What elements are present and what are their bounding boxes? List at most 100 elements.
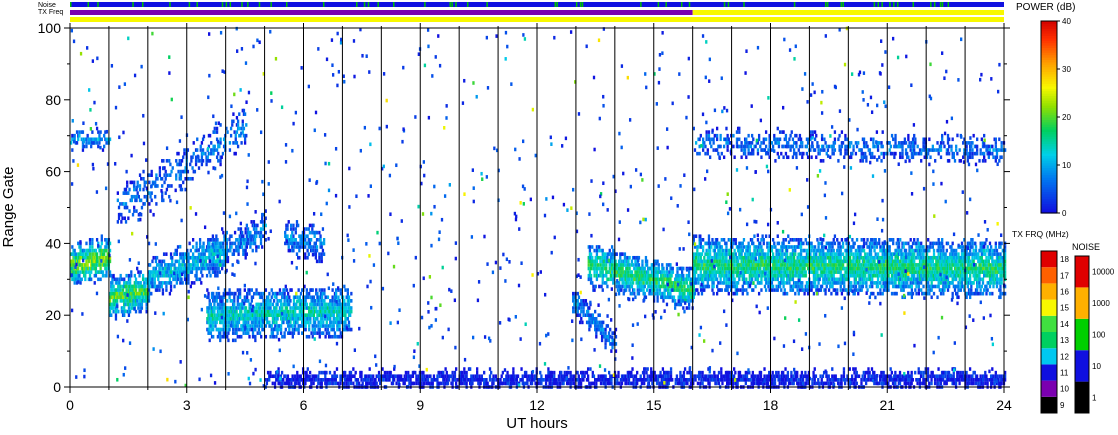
data-cell: [172, 277, 175, 282]
data-cell: [648, 284, 651, 289]
noise-strip-mark: [933, 2, 936, 7]
data-cell: [278, 288, 282, 292]
data-cell: [670, 284, 673, 289]
data-cell: [343, 306, 346, 310]
data-cell: [810, 259, 813, 264]
data-cell: [909, 252, 912, 256]
data-cell: [262, 234, 265, 239]
data-cell: [661, 281, 664, 285]
data-cell: [312, 309, 316, 314]
data-cell: [937, 248, 940, 253]
data-cell: [208, 302, 211, 307]
data-cell: [127, 302, 131, 307]
data-cell: [304, 299, 307, 303]
data-cell: [756, 263, 760, 267]
data-cell: [215, 299, 218, 303]
data-cell: [647, 277, 650, 282]
data-cell: [316, 309, 319, 314]
data-cell: [139, 295, 142, 300]
data-cell: [221, 248, 224, 253]
data-cell: [841, 281, 845, 285]
data-cell: [707, 245, 711, 249]
data-cell: [841, 263, 845, 267]
data-cell: [147, 288, 151, 292]
data-cell: [680, 291, 684, 296]
data-cell: [79, 248, 82, 253]
data-cell: [187, 273, 190, 278]
data-cell: [677, 288, 680, 292]
data-cell: [322, 331, 325, 335]
data-cell: [960, 284, 964, 289]
data-cell: [636, 266, 639, 271]
data-cell: [851, 259, 854, 264]
data-cell: [591, 320, 594, 325]
data-cell: [662, 273, 665, 278]
data-cell: [261, 327, 264, 332]
data-cell: [794, 291, 797, 296]
data-cell: [620, 273, 623, 278]
data-cell: [959, 259, 962, 264]
data-cell: [145, 306, 148, 310]
data-cell: [285, 316, 289, 321]
data-cell: [686, 299, 690, 303]
data-cell: [755, 270, 758, 274]
data-cell: [927, 259, 930, 264]
data-cell: [292, 299, 296, 303]
data-cell: [692, 234, 695, 239]
data-cell: [250, 299, 253, 303]
data-cell: [216, 241, 219, 246]
data-cell: [698, 252, 701, 256]
data-cell: [602, 273, 606, 278]
data-cell: [151, 277, 154, 282]
data-cell: [255, 223, 258, 228]
data-cell: [707, 255, 711, 260]
data-cell: [119, 299, 122, 303]
data-cell: [810, 241, 813, 246]
data-cell: [682, 295, 685, 300]
data-cell: [869, 238, 873, 242]
data-cell: [226, 306, 229, 310]
data-cell: [865, 259, 868, 264]
data-cell: [724, 248, 727, 253]
data-cell: [720, 252, 723, 256]
data-cell: [714, 270, 718, 274]
data-cell: [915, 263, 918, 267]
data-cell: [110, 288, 113, 292]
data-cell: [694, 234, 698, 239]
data-cell: [727, 263, 730, 267]
data-cell: [675, 277, 678, 282]
data-cell: [760, 281, 763, 285]
data-cell: [595, 248, 599, 253]
data-cell: [215, 291, 218, 296]
data-cell: [952, 263, 955, 267]
data-cell: [876, 277, 880, 282]
data-cell: [659, 284, 663, 289]
data-cell: [883, 255, 887, 260]
data-cell: [195, 277, 198, 282]
data-cell: [245, 245, 249, 249]
data-cell: [237, 248, 240, 253]
data-cell: [244, 230, 247, 235]
data-cell: [75, 270, 79, 274]
data-cell: [852, 259, 855, 264]
data-cell: [848, 259, 852, 264]
data-cell: [887, 266, 890, 271]
data-cell: [237, 327, 241, 332]
data-cell: [907, 277, 910, 282]
data-cell: [917, 270, 921, 274]
data-cell: [598, 320, 601, 325]
data-cell: [789, 255, 792, 260]
data-cell: [648, 273, 651, 278]
data-cell: [698, 259, 701, 264]
data-cell: [217, 263, 220, 267]
data-cell: [812, 277, 816, 282]
data-cell: [125, 284, 128, 289]
data-cell: [319, 313, 323, 317]
data-cell: [843, 281, 846, 285]
data-cell: [775, 288, 778, 292]
data-cell: [292, 295, 296, 300]
data-cell: [201, 266, 204, 271]
data-cell: [738, 255, 741, 260]
data-cell: [587, 273, 590, 278]
data-cell: [836, 270, 839, 274]
